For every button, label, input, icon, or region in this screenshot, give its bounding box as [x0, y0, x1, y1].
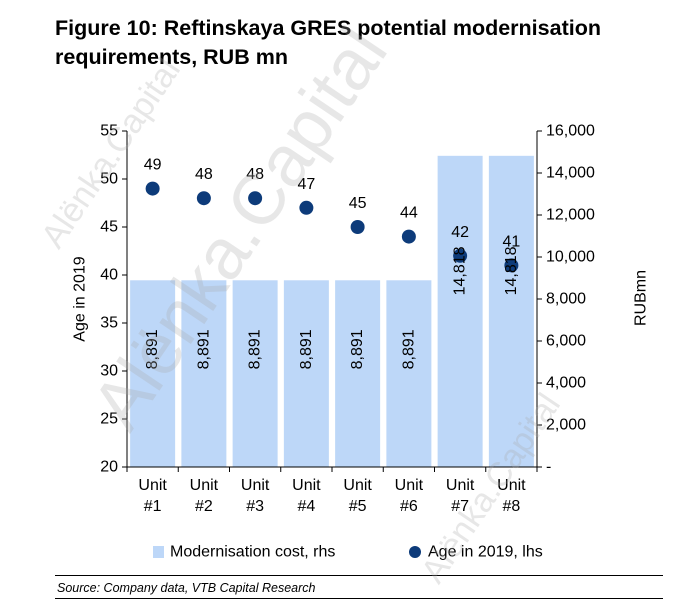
- age-point-unit-5: [350, 220, 365, 234]
- x-category-label-6-line-1: Unit: [395, 477, 424, 494]
- bar-value-label-8: 14,818: [503, 246, 520, 295]
- right-tick-label-2000: 2,000: [546, 417, 586, 434]
- bar-unit-1: [130, 280, 176, 467]
- points-layer: [145, 181, 519, 273]
- top-rule: [55, 575, 663, 576]
- x-category-label-6-line-2: #6: [400, 498, 418, 515]
- age-value-label-1: 49: [144, 157, 162, 174]
- bars-layer: [130, 155, 534, 467]
- age-point-unit-2: [196, 191, 211, 206]
- x-category-label-7-line-1: Unit: [446, 477, 475, 494]
- bar-value-label-3: 8,891: [247, 329, 264, 369]
- bar-unit-5: [335, 280, 381, 467]
- y-right-axis-title: RUBmn: [633, 270, 650, 326]
- left-tick-label-35: 35: [100, 315, 118, 332]
- age-point-unit-1: [145, 181, 160, 196]
- bar-unit-8: [488, 155, 534, 467]
- right-tick-label-14000: 14,000: [546, 165, 595, 182]
- right-tick-label-0: -: [546, 459, 551, 476]
- right-tick-label-12000: 12,000: [546, 207, 595, 224]
- age-value-label-3: 48: [246, 166, 264, 183]
- age-point-unit-8: [504, 258, 519, 273]
- x-category-label-2-line-2: #2: [195, 498, 213, 515]
- legend: Modernisation cost, rhs Age in 2019, lhs: [153, 544, 543, 561]
- x-category-label-5-line-1: Unit: [343, 477, 372, 494]
- labels-layer: 8,891 8,891 8,891 8,891 8,891 8,891 14,818 14,8…: [144, 157, 521, 370]
- x-category-label-4-line-1: Unit: [292, 477, 321, 494]
- age-point-unit-3: [248, 191, 263, 206]
- legend-bar-label: Modernisation cost, rhs: [170, 544, 335, 561]
- bar-value-label-2: 8,891: [195, 329, 212, 369]
- right-tick-label-4000: 4,000: [546, 375, 586, 392]
- x-category-label-8-line-2: #8: [502, 498, 520, 515]
- y-left-axis-title: Age in 2019: [72, 256, 89, 342]
- left-tick-label-50: 50: [100, 171, 118, 188]
- age-value-label-5: 45: [349, 195, 367, 212]
- bar-unit-7: [437, 155, 483, 467]
- chart-title: Figure 10: Reftinskaya GRES potential mo…: [55, 16, 601, 69]
- bar-unit-2: [181, 280, 227, 467]
- right-tick-label-6000: 6,000: [546, 333, 586, 350]
- right-tick-label-10000: 10,000: [546, 249, 595, 266]
- bottom-rule: [55, 598, 663, 599]
- x-category-label-1-line-1: Unit: [138, 477, 167, 494]
- left-tick-label-45: 45: [100, 219, 118, 236]
- x-category-label-8-line-1: Unit: [497, 477, 526, 494]
- source-note: Source: Company data, VTB Capital Resear…: [57, 581, 316, 595]
- age-point-unit-7: [453, 248, 468, 263]
- legend-point-label: Age in 2019, lhs: [428, 544, 543, 561]
- right-tick-label-16000: 16,000: [546, 123, 595, 140]
- x-category-label-1-line-2: #1: [144, 498, 162, 515]
- bar-value-label-7: 14,818: [452, 246, 469, 295]
- legend-point-marker: [409, 546, 421, 558]
- chart: 20 25 30 35 40 45 50 55 - 2,000 4,000 6,000 8,000 10,…: [72, 123, 650, 561]
- bar-value-label-1: 8,891: [144, 329, 161, 369]
- left-tick-label-20: 20: [100, 459, 118, 476]
- bar-value-label-5: 8,891: [349, 329, 366, 369]
- left-tick-label-30: 30: [100, 363, 118, 380]
- age-point-unit-4: [299, 200, 314, 215]
- bar-value-label-6: 8,891: [400, 329, 417, 369]
- x-category-label-5-line-2: #5: [349, 498, 367, 515]
- legend-bar-swatch: [153, 546, 164, 558]
- x-category-label-3-line-2: #3: [246, 498, 264, 515]
- age-value-label-8: 41: [502, 233, 520, 250]
- axes-layer: 20 25 30 35 40 45 50 55 - 2,000 4,000 6,000 8,000 10,…: [72, 123, 650, 516]
- age-value-label-4: 47: [297, 176, 315, 193]
- left-tick-label-40: 40: [100, 267, 118, 284]
- bar-unit-6: [386, 280, 432, 467]
- x-category-label-4-line-2: #4: [297, 498, 315, 515]
- age-value-label-7: 42: [451, 224, 469, 241]
- age-value-label-6: 44: [400, 205, 418, 222]
- x-category-label-7-line-2: #7: [451, 498, 469, 515]
- right-tick-label-8000: 8,000: [546, 291, 586, 308]
- bar-unit-4: [283, 280, 329, 467]
- x-category-label-3-line-1: Unit: [241, 477, 270, 494]
- bar-unit-3: [232, 280, 278, 467]
- age-value-label-2: 48: [195, 166, 213, 183]
- bar-value-label-4: 8,891: [298, 329, 315, 369]
- age-point-unit-6: [401, 229, 416, 244]
- left-tick-label-55: 55: [100, 123, 118, 140]
- left-tick-label-25: 25: [100, 411, 118, 428]
- x-category-label-2-line-1: Unit: [190, 477, 219, 494]
